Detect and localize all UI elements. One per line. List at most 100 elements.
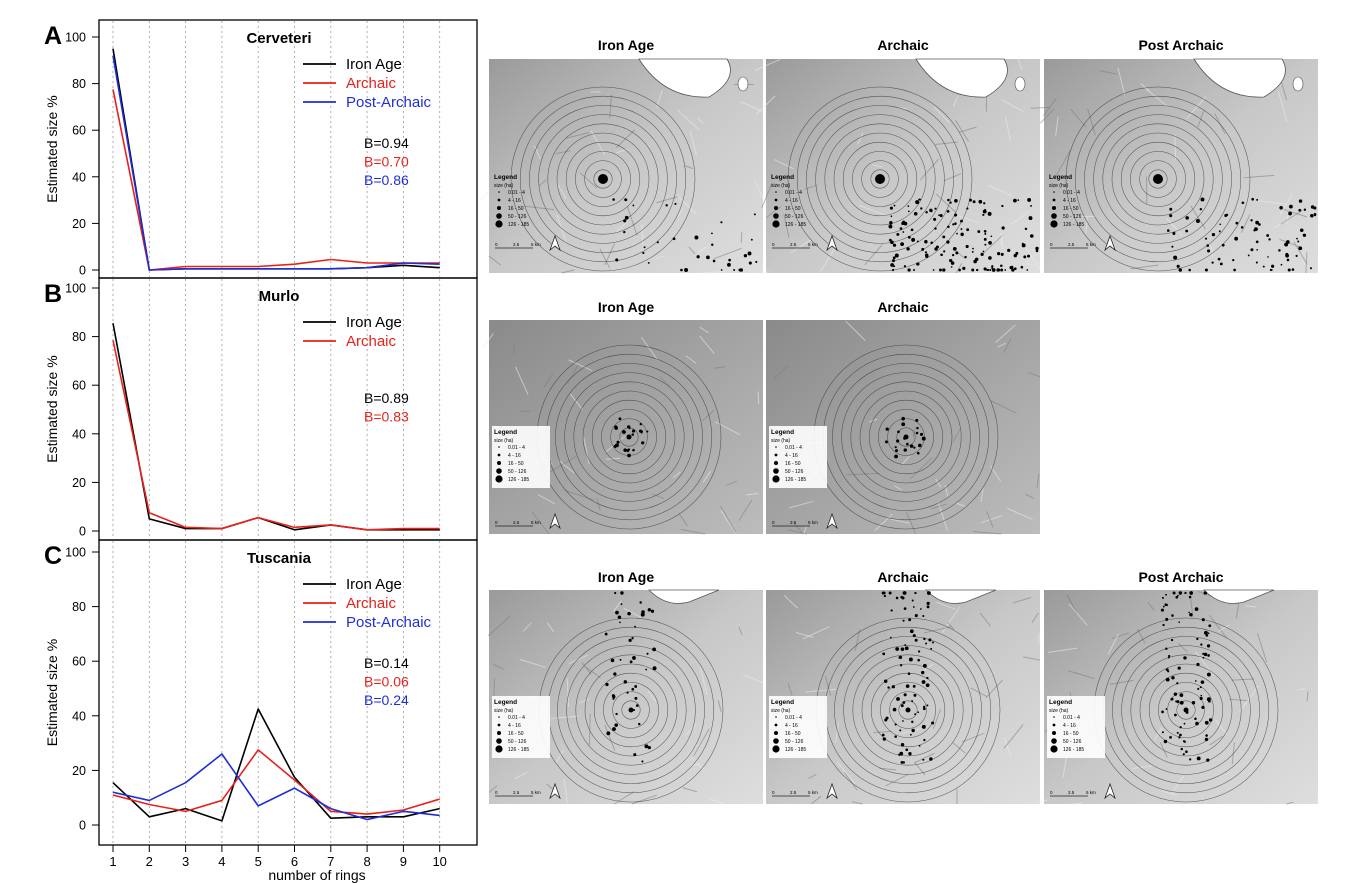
terrain-ridge: [616, 148, 629, 154]
map-legend-item: 126 - 185: [785, 477, 806, 483]
terrain-ridge: [935, 478, 942, 488]
y-axis-label: Estimated size %: [44, 95, 60, 202]
settlement-dot: [1189, 591, 1194, 595]
map-legend-item: 50 - 126: [1063, 739, 1082, 745]
settlement-dot: [901, 422, 906, 427]
scale-label: 5 km: [531, 520, 541, 525]
settlement-dot: [684, 268, 689, 272]
settlement-dot: [617, 615, 622, 619]
settlement-dot: [930, 209, 933, 213]
y-tick-label: 20: [72, 476, 86, 490]
settlement-dot: [960, 228, 963, 230]
settlement-dot: [1207, 249, 1211, 253]
distance-ring: [843, 645, 973, 775]
distance-ring: [859, 390, 953, 484]
terrain-ridge: [985, 679, 1003, 698]
settlement-dot: [890, 263, 895, 267]
settlement-dot: [638, 429, 643, 433]
center-settlement: [598, 174, 608, 184]
settlement-dot: [650, 609, 655, 613]
settlement-dot: [917, 711, 920, 714]
settlement-dot: [952, 223, 955, 226]
terrain-ridge: [1011, 210, 1030, 225]
terrain-ridge: [685, 355, 697, 364]
map-legend-item: 4 - 16: [1063, 198, 1076, 204]
settlement-dot: [1201, 618, 1205, 622]
settlement-dot: [748, 261, 752, 265]
settlement-dot: [902, 720, 904, 722]
terrain-ridge: [677, 208, 684, 217]
terrain-ridge: [980, 515, 1002, 524]
terrain-ridge: [609, 94, 612, 119]
distance-ring: [591, 399, 667, 475]
settlement-dot: [913, 211, 918, 216]
settlement-dot: [907, 672, 911, 675]
terrain-ridge: [845, 320, 866, 341]
settlement-dot: [1196, 662, 1200, 667]
scale-label: 2.5: [1068, 790, 1075, 795]
terrain-ridge: [524, 205, 555, 211]
settlement-dot: [913, 446, 916, 449]
settlement-dot: [918, 443, 922, 448]
map-legend-symbol: [498, 191, 500, 193]
map-legend-subtitle: size (ha): [1049, 708, 1069, 714]
map-legend-symbol: [497, 206, 501, 210]
settlement-dot: [1174, 713, 1177, 717]
settlement-dot: [1205, 634, 1209, 637]
terrain-ridge: [537, 494, 555, 505]
terrain-ridge: [615, 129, 636, 148]
distance-ring: [834, 636, 982, 784]
map-legend-subtitle: size (ha): [494, 183, 514, 189]
map-legend-item: 50 - 126: [508, 469, 527, 475]
settlement-dot: [1188, 595, 1192, 599]
terrain-ridge: [958, 215, 980, 224]
terrain-ridge: [1070, 108, 1087, 128]
distance-ring: [796, 95, 964, 263]
settlement-dot: [1200, 643, 1203, 646]
map-legend-symbol: [496, 468, 502, 474]
settlement-dot: [1219, 262, 1223, 266]
terrain-ridge: [1209, 735, 1223, 746]
settlement-dot: [615, 712, 618, 716]
settlement-dot: [902, 701, 906, 704]
terrain-ridge: [983, 234, 1004, 254]
settlement-dot: [932, 269, 935, 271]
distance-ring: [852, 151, 908, 207]
settlement-dot: [904, 646, 909, 651]
terrain-ridge: [932, 708, 942, 729]
settlement-dot: [1250, 248, 1254, 252]
terrain-ridge: [1282, 208, 1308, 218]
map-legend-symbol: [495, 745, 503, 753]
north-arrow-icon: [1104, 234, 1116, 252]
settlement-dot: [1218, 230, 1221, 233]
settlement-dot: [1207, 654, 1210, 657]
y-axis-label: Estimated size %: [44, 355, 60, 462]
map-legend-subtitle: size (ha): [494, 438, 514, 444]
settlement-dot: [971, 250, 974, 253]
terrain-ridge: [756, 95, 776, 115]
settlement-dot: [952, 246, 957, 251]
settlement-dot: [1206, 758, 1210, 762]
distance-ring: [878, 409, 934, 465]
settlement-dot: [888, 591, 892, 595]
terrain-ridge: [1166, 217, 1183, 236]
scale-label: 5 km: [1086, 242, 1096, 247]
settlement-dot: [1296, 237, 1298, 240]
map-legend-item: 16 - 50: [1063, 731, 1079, 737]
terrain-ridge: [556, 749, 565, 763]
terrain-ridge: [1256, 200, 1287, 205]
settlement-dot: [929, 757, 933, 761]
legend-label: Archaic: [346, 595, 397, 612]
settlement-dot: [927, 591, 931, 595]
settlement-dot: [912, 634, 916, 638]
terrain-ridge: [538, 179, 547, 187]
settlement-dot: [1298, 208, 1302, 212]
settlement-dot: [747, 251, 752, 256]
settlement-dot: [891, 685, 895, 689]
settlement-dot: [940, 253, 943, 257]
terrain-ridge: [857, 132, 864, 145]
settlement-dot: [926, 676, 929, 680]
settlement-dot: [917, 658, 921, 662]
scale-label: 2.5: [790, 790, 797, 795]
terrain-ridge: [512, 344, 515, 354]
